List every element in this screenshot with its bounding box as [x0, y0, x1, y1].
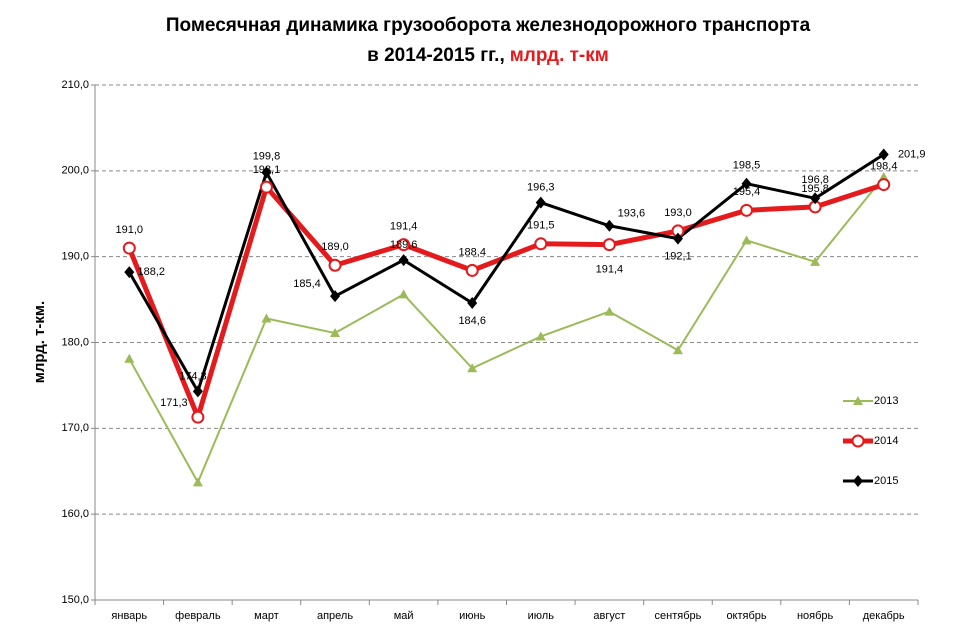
data-point	[191, 410, 205, 424]
x-tick-label: сентябрь	[655, 610, 702, 622]
data-point	[192, 385, 203, 398]
x-tick-label: октябрь	[726, 610, 766, 622]
data-point	[398, 254, 409, 267]
data-point	[122, 241, 136, 255]
subtitle-unit: млрд. т-км	[510, 45, 609, 66]
data-label: 184,6	[458, 315, 486, 327]
data-point	[261, 166, 272, 179]
data-label: 191,4	[390, 221, 418, 233]
legend-marker	[853, 396, 863, 405]
data-point	[602, 238, 616, 252]
data-label: 198,4	[870, 160, 898, 172]
data-point	[672, 345, 683, 355]
data-label: 174,3	[179, 370, 207, 382]
chart-title: Помесячная динамика грузооборота железно…	[166, 15, 811, 36]
data-point	[535, 196, 546, 209]
data-point	[261, 313, 272, 323]
data-label: 171,3	[160, 397, 188, 409]
data-point	[397, 238, 411, 252]
data-point	[534, 237, 548, 251]
data-point	[741, 235, 752, 245]
chart-subtitle: в 2014-2015 гг., млрд. т-км	[367, 45, 609, 66]
data-label: 193,0	[664, 207, 692, 219]
legend-label: 2013	[874, 395, 898, 407]
data-label: 189,0	[321, 241, 349, 253]
series-line	[127, 153, 885, 393]
x-tick-label: апрель	[317, 610, 353, 622]
x-tick-label: ноябрь	[797, 610, 834, 622]
y-tick-label: 200,0	[61, 165, 89, 177]
data-point	[192, 477, 203, 487]
data-point	[259, 180, 273, 194]
data-label: 196,3	[527, 181, 555, 193]
series-line	[126, 182, 885, 420]
y-tick-label: 150,0	[61, 594, 89, 606]
data-point	[877, 178, 891, 192]
data-point	[467, 297, 478, 310]
y-tick-label: 160,0	[61, 508, 89, 520]
y-tick-label: 190,0	[61, 251, 89, 263]
data-label: 199,8	[253, 150, 281, 162]
subtitle-text: в 2014-2015 гг.,	[367, 45, 505, 66]
data-label: 185,4	[293, 278, 321, 290]
data-label: 196,8	[801, 174, 829, 186]
y-axis-label: млрд. т-км.	[31, 301, 48, 383]
data-point	[467, 363, 478, 373]
y-tick-label: 210,0	[61, 79, 89, 91]
data-point	[741, 177, 752, 190]
data-label: 198,5	[733, 160, 761, 172]
x-tick-label: март	[254, 610, 279, 622]
data-label: 201,9	[898, 148, 926, 160]
data-point	[330, 328, 341, 338]
x-tick-label: август	[593, 610, 625, 622]
legend-label: 2015	[874, 475, 898, 487]
data-label: 192,1	[664, 251, 692, 263]
data-point	[465, 263, 479, 277]
data-label: 189,6	[390, 239, 418, 251]
data-label: 195,4	[733, 186, 761, 198]
series-line	[128, 176, 885, 484]
data-label: 191,4	[596, 264, 624, 276]
legend-marker	[853, 475, 863, 487]
data-point	[810, 256, 821, 266]
x-tick-label: июнь	[459, 610, 485, 622]
data-label: 188,2	[138, 266, 166, 278]
data-point	[672, 232, 683, 245]
data-point	[604, 219, 615, 232]
x-tick-label: декабрь	[863, 610, 905, 622]
x-tick-label: май	[394, 610, 414, 622]
data-label: 191,5	[527, 220, 555, 232]
x-tick-label: январь	[111, 610, 147, 622]
y-tick-label: 180,0	[61, 336, 89, 348]
data-point	[124, 266, 135, 279]
data-point	[330, 290, 341, 303]
x-tick-label: июль	[528, 610, 555, 622]
x-tick-label: февраль	[175, 610, 221, 622]
data-point	[878, 148, 889, 161]
data-point	[124, 353, 135, 363]
data-point	[535, 331, 546, 341]
y-tick-label: 170,0	[61, 422, 89, 434]
legend-marker	[851, 434, 865, 448]
data-point	[398, 289, 409, 299]
data-point	[604, 306, 615, 316]
data-point	[328, 258, 342, 272]
legend-label: 2014	[874, 435, 898, 447]
data-label: 195,8	[801, 183, 829, 195]
data-point	[810, 192, 821, 205]
data-point	[740, 203, 754, 217]
data-label: 193,6	[618, 208, 646, 220]
data-label: 188,4	[458, 246, 486, 258]
data-label: 191,0	[116, 224, 144, 236]
